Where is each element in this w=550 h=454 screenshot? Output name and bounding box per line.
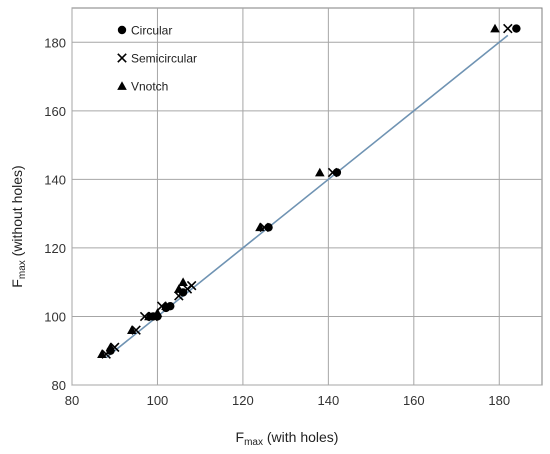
data-point-circle (332, 168, 342, 177)
x-axis-ticks: 80 100 120 140 160 180 (65, 393, 510, 408)
x-tick-label: 180 (488, 393, 510, 408)
data-point-triangle (97, 349, 107, 358)
x-axis-title-sub: max (244, 437, 263, 448)
y-axis-title: Fmax (without holes) (9, 165, 28, 287)
series-vnotch (97, 23, 500, 358)
x-axis-title: Fmax (with holes) (236, 429, 339, 448)
data-point-x (174, 291, 184, 301)
x-tick-label: 100 (147, 393, 169, 408)
data-point-triangle (105, 342, 116, 352)
y-tick-label: 80 (52, 378, 66, 393)
legend-marker-triangle (117, 81, 127, 90)
data-point-circle (512, 24, 521, 33)
legend-label: Vnotch (131, 80, 168, 94)
x-axis-title-rest: (with holes) (263, 429, 338, 445)
y-axis-title-sub: max (17, 260, 28, 279)
y-tick-label: 160 (44, 104, 66, 119)
y-tick-label: 180 (44, 35, 66, 50)
data-point-triangle (490, 23, 500, 33)
data-point-triangle (127, 325, 137, 335)
y-axis-ticks: 80 100 120 140 160 180 (44, 35, 66, 393)
y-tick-label: 100 (44, 309, 66, 324)
y-axis-title-rest: (without holes) (9, 165, 25, 260)
legend-label: Semicircular (131, 52, 197, 66)
x-axis-title-main: F (236, 429, 245, 445)
data-point-x (327, 167, 338, 178)
data-point-x (503, 23, 513, 34)
data-point-triangle (255, 222, 265, 232)
data-point-triangle (315, 167, 325, 177)
legend-marker-x (117, 53, 127, 63)
data-point-triangle (144, 311, 154, 321)
data-point-triangle (178, 277, 188, 287)
x-tick-label: 120 (232, 393, 254, 408)
data-points (97, 23, 521, 359)
legend-marker-circle (117, 25, 127, 35)
x-tick-label: 80 (65, 393, 79, 408)
data-point-circle (264, 223, 273, 232)
data-point-triangle (161, 301, 171, 311)
y-tick-label: 120 (44, 241, 66, 256)
legend-label: Circular (131, 24, 172, 38)
data-point-x (186, 280, 197, 291)
x-tick-label: 140 (318, 393, 340, 408)
y-axis-title-main: F (9, 279, 25, 288)
y-tick-label: 140 (44, 172, 66, 187)
legend: Circular Semicircular Vnotch (117, 24, 197, 94)
grid (71, 8, 542, 386)
data-point-triangle (174, 284, 184, 293)
x-tick-label: 160 (403, 393, 425, 408)
data-point-triangle (152, 308, 163, 317)
